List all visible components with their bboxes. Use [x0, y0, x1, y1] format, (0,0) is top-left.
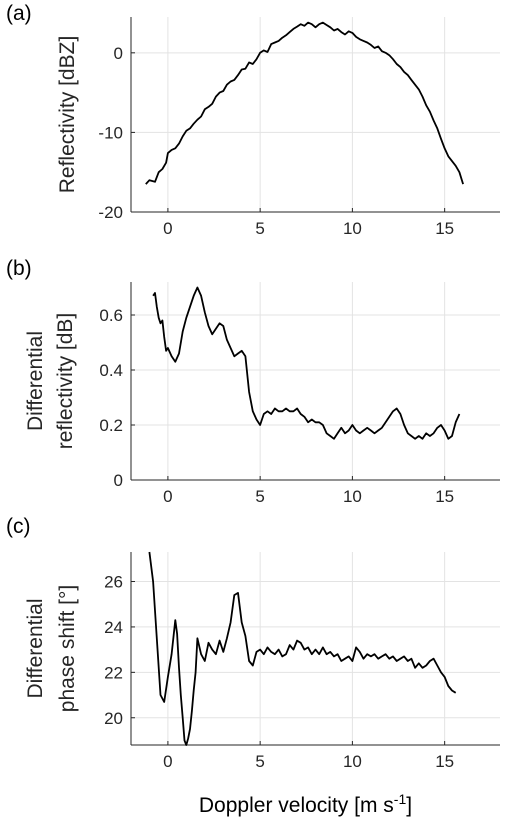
panel-a: 0 5 10 15 -20 -10 0 (a) Reflectivity [dBZ] — [6, 2, 500, 238]
x-tick-label: 0 — [163, 752, 172, 771]
x-tick-label: 10 — [343, 219, 362, 238]
y-axis-label: Differential — [24, 331, 47, 431]
x-tick-label: 15 — [435, 752, 454, 771]
x-tick-label: 0 — [163, 219, 172, 238]
y-axis-label: reflectivity [dB] — [54, 313, 77, 450]
series-line — [145, 21, 464, 185]
x-axis-label: Doppler velocity [m s-1] — [199, 791, 412, 817]
series-line — [152, 286, 461, 440]
panel-c: 0 5 10 15 20 22 24 26 (c) Differential phase shift… — [6, 515, 500, 817]
y-tick-label: 20 — [104, 709, 123, 728]
x-tick-label: 5 — [255, 219, 264, 238]
y-tick-label: 0 — [114, 471, 123, 490]
panel-label: (a) — [6, 2, 32, 25]
panel-b: 0 5 10 15 0 0.2 0.4 0.6 (b) Differential reflectiv… — [6, 257, 500, 506]
y-tick-label: 26 — [104, 573, 123, 592]
y-tick-label: 22 — [104, 663, 123, 682]
x-tick-label: 10 — [343, 487, 362, 506]
y-tick-label: -10 — [98, 123, 123, 142]
y-tick-label: 0 — [114, 44, 123, 63]
y-tick-label: 24 — [104, 618, 123, 637]
panel-label: (b) — [6, 257, 32, 280]
y-tick-label: 0.4 — [99, 361, 123, 380]
series-line — [148, 551, 457, 746]
y-axis-label: phase shift [°] — [56, 585, 79, 712]
y-axis-label: Differential — [24, 599, 47, 699]
x-tick-label: 5 — [255, 487, 264, 506]
y-tick-label: 0.2 — [99, 416, 123, 435]
x-tick-label: 0 — [163, 487, 172, 506]
x-tick-label: 15 — [435, 219, 454, 238]
x-tick-label: 5 — [255, 752, 264, 771]
x-tick-label: 15 — [435, 487, 454, 506]
y-tick-label: -20 — [98, 203, 123, 222]
panel-label: (c) — [6, 515, 31, 538]
y-tick-label: 0.6 — [99, 306, 123, 325]
y-axis-label: Reflectivity [dBZ] — [56, 36, 79, 194]
x-tick-label: 10 — [343, 752, 362, 771]
